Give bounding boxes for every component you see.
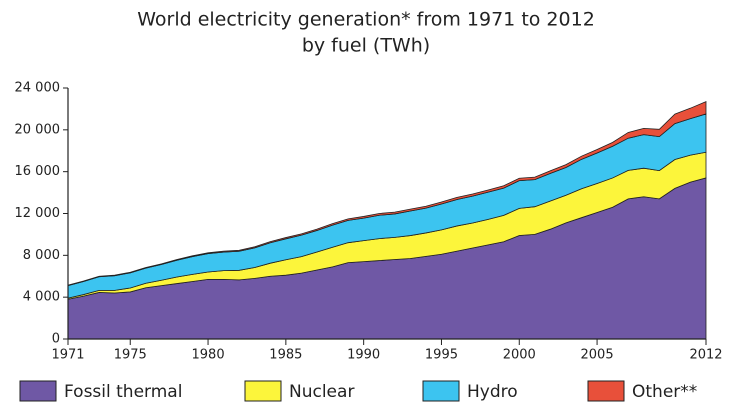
y-tick-label: 20 000 — [15, 122, 61, 137]
y-tick-label: 4 000 — [23, 290, 60, 305]
x-tick-label: 1985 — [269, 348, 302, 363]
y-tick-label: 16 000 — [15, 164, 61, 179]
x-tick-label: 2012 — [689, 348, 722, 363]
legend-swatch — [244, 380, 282, 402]
y-tick-label: 0 — [52, 332, 60, 347]
legend-swatch — [19, 380, 57, 402]
legend-label: Nuclear — [289, 382, 354, 402]
x-tick-label: 1990 — [347, 348, 380, 363]
legend-label: Hydro — [467, 382, 518, 402]
x-tick-label: 1971 — [51, 348, 84, 363]
y-tick-label: 24 000 — [15, 81, 61, 96]
area — [67, 100, 707, 287]
chart-title: World electricity generation* from 1971 … — [137, 9, 595, 31]
chart-title: by fuel (TWh) — [302, 35, 430, 57]
x-tick-label: 2000 — [503, 348, 536, 363]
x-tick-label: 2005 — [581, 348, 614, 363]
legend-label: Other** — [632, 382, 697, 402]
x-tick-label: 1980 — [192, 348, 225, 363]
y-tick-label: 8 000 — [23, 248, 60, 263]
x-tick-label: 1975 — [114, 348, 147, 363]
legend-label: Fossil thermal — [64, 382, 182, 402]
x-tick-label: 1995 — [425, 348, 458, 363]
legend-swatch — [587, 380, 625, 402]
y-tick-label: 12 000 — [15, 206, 61, 221]
legend-swatch — [422, 380, 460, 402]
